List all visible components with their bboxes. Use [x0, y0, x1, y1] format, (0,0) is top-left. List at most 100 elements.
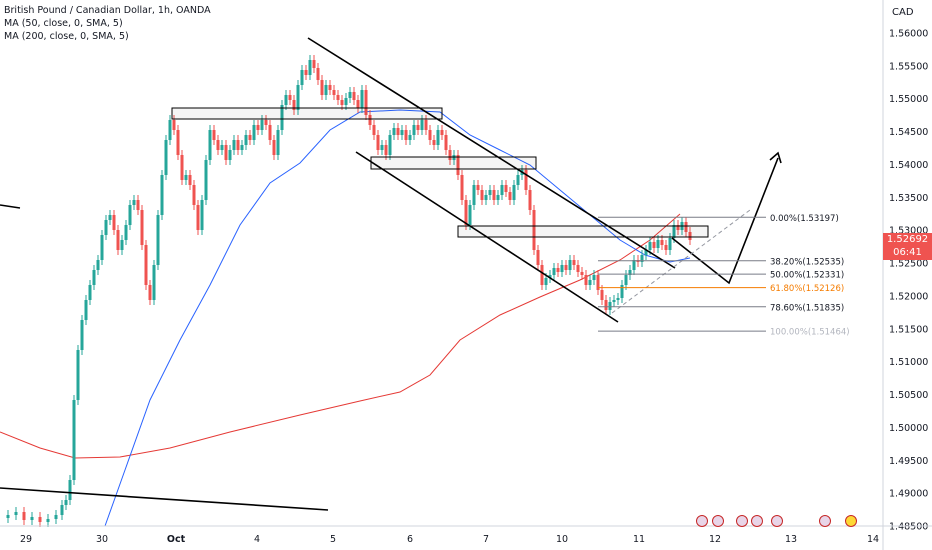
candle-body: [364, 90, 368, 115]
candle-body: [192, 185, 196, 205]
time-tick-label: 6: [407, 534, 413, 545]
candle-body: [428, 130, 432, 140]
candle-body: [384, 145, 388, 155]
resistance-zone-2: [370, 156, 537, 170]
legend-ma50: MA (50, close, 0, SMA, 5): [4, 18, 123, 29]
candle-body: [152, 265, 156, 300]
ma50-path: [104, 109, 691, 527]
candle-body: [512, 185, 516, 200]
fib-level-label: 50.00%(1.52331): [770, 271, 844, 281]
event-flag-icon: [819, 515, 831, 527]
candle-body: [368, 115, 372, 125]
candle-body: [332, 90, 336, 95]
candle-body: [516, 175, 520, 185]
candle-body: [148, 285, 152, 300]
candle-body: [608, 302, 612, 310]
candle-body: [320, 80, 324, 95]
candle-body: [444, 135, 448, 150]
candle-body: [22, 512, 26, 520]
candle-body: [284, 95, 288, 105]
ma200-path: [0, 213, 681, 459]
chart-legend: British Pound / Canadian Dollar, 1h, OAN…: [4, 4, 211, 43]
time-tick-label: 11: [633, 534, 645, 545]
time-tick-label: 29: [20, 534, 32, 545]
candle-body: [460, 175, 464, 200]
candle-body: [420, 120, 424, 130]
candle-body: [660, 240, 664, 245]
candle-body: [656, 240, 660, 248]
candle-body: [184, 175, 188, 180]
candle-body: [536, 250, 540, 265]
candle-body: [240, 145, 244, 150]
candle-body: [352, 92, 356, 100]
legend-ma200: MA (200, close, 0, SMA, 5): [4, 31, 129, 42]
candle-body: [132, 200, 136, 205]
price-tick-label: 1.55500: [889, 61, 928, 72]
candle-body: [604, 300, 608, 310]
candle-body: [380, 145, 384, 150]
projection-arrow: [671, 157, 779, 285]
candle-body: [588, 280, 592, 285]
fib-level-label: 38.20%(1.52535): [770, 257, 844, 267]
candle-body: [472, 185, 476, 205]
price-tick-label: 1.48500: [889, 522, 928, 533]
price-tick-label: 1.52500: [889, 259, 928, 270]
candle-body: [96, 260, 100, 270]
candle-body: [220, 145, 224, 150]
candle-body: [276, 130, 280, 155]
candle-body: [532, 210, 536, 250]
candle-body: [248, 135, 252, 140]
candle-body: [300, 70, 304, 85]
fib-level-label: 61.80%(1.52126): [770, 284, 844, 294]
candle-body: [296, 85, 300, 110]
candle-body: [196, 205, 200, 230]
candle-body: [80, 320, 84, 350]
time-tick-label: 12: [709, 534, 721, 545]
candle-body: [208, 130, 212, 160]
candle-body: [464, 200, 468, 225]
event-flag-icon: [771, 515, 783, 527]
candle-body: [484, 195, 488, 200]
fib-level-label: 78.60%(1.51835): [770, 303, 844, 313]
candle-body: [664, 245, 668, 250]
trend-line-bottom: [0, 487, 329, 511]
candle-body: [492, 190, 496, 200]
candle-body: [672, 225, 676, 238]
candle-body: [328, 85, 332, 90]
candle-body: [500, 185, 504, 195]
candle-body: [628, 270, 632, 275]
candles: [6, 55, 692, 527]
candle-body: [60, 505, 64, 515]
candle-body: [116, 230, 120, 250]
candle-body: [288, 95, 292, 100]
candle-body: [552, 268, 556, 275]
price-tick-label: 1.50000: [889, 423, 928, 434]
candle-body: [548, 275, 552, 278]
candle-body: [396, 128, 400, 135]
time-axis[interactable]: 29 30 Oct 4 5 6 7 10 11 12 13 14: [0, 525, 932, 545]
candle-body: [436, 130, 440, 145]
fib-level-label: 0.00%(1.53197): [770, 214, 839, 224]
candle-body: [544, 278, 548, 285]
candle-body: [600, 290, 604, 300]
candle-body: [120, 240, 124, 250]
candle-body: [676, 225, 680, 230]
candle-body: [46, 519, 50, 522]
price-tick-label: 1.54500: [889, 127, 928, 138]
support-zone: [457, 225, 709, 238]
candle-body: [72, 400, 76, 480]
candle-body: [124, 225, 128, 240]
candle-body: [252, 125, 256, 140]
candle-body: [556, 268, 560, 272]
candle-body: [372, 125, 376, 135]
price-axis[interactable]: CAD 1.56000 1.55500 1.55000 1.54500 1.54000 1.…: [882, 0, 928, 550]
candle-body: [412, 125, 416, 135]
candle-body: [560, 265, 564, 272]
candle-body: [644, 250, 648, 255]
candle-body: [376, 135, 380, 150]
candle-body: [640, 255, 644, 262]
candle-body: [360, 90, 364, 108]
price-tick-label: 1.49000: [889, 489, 928, 500]
candle-body: [576, 265, 580, 272]
